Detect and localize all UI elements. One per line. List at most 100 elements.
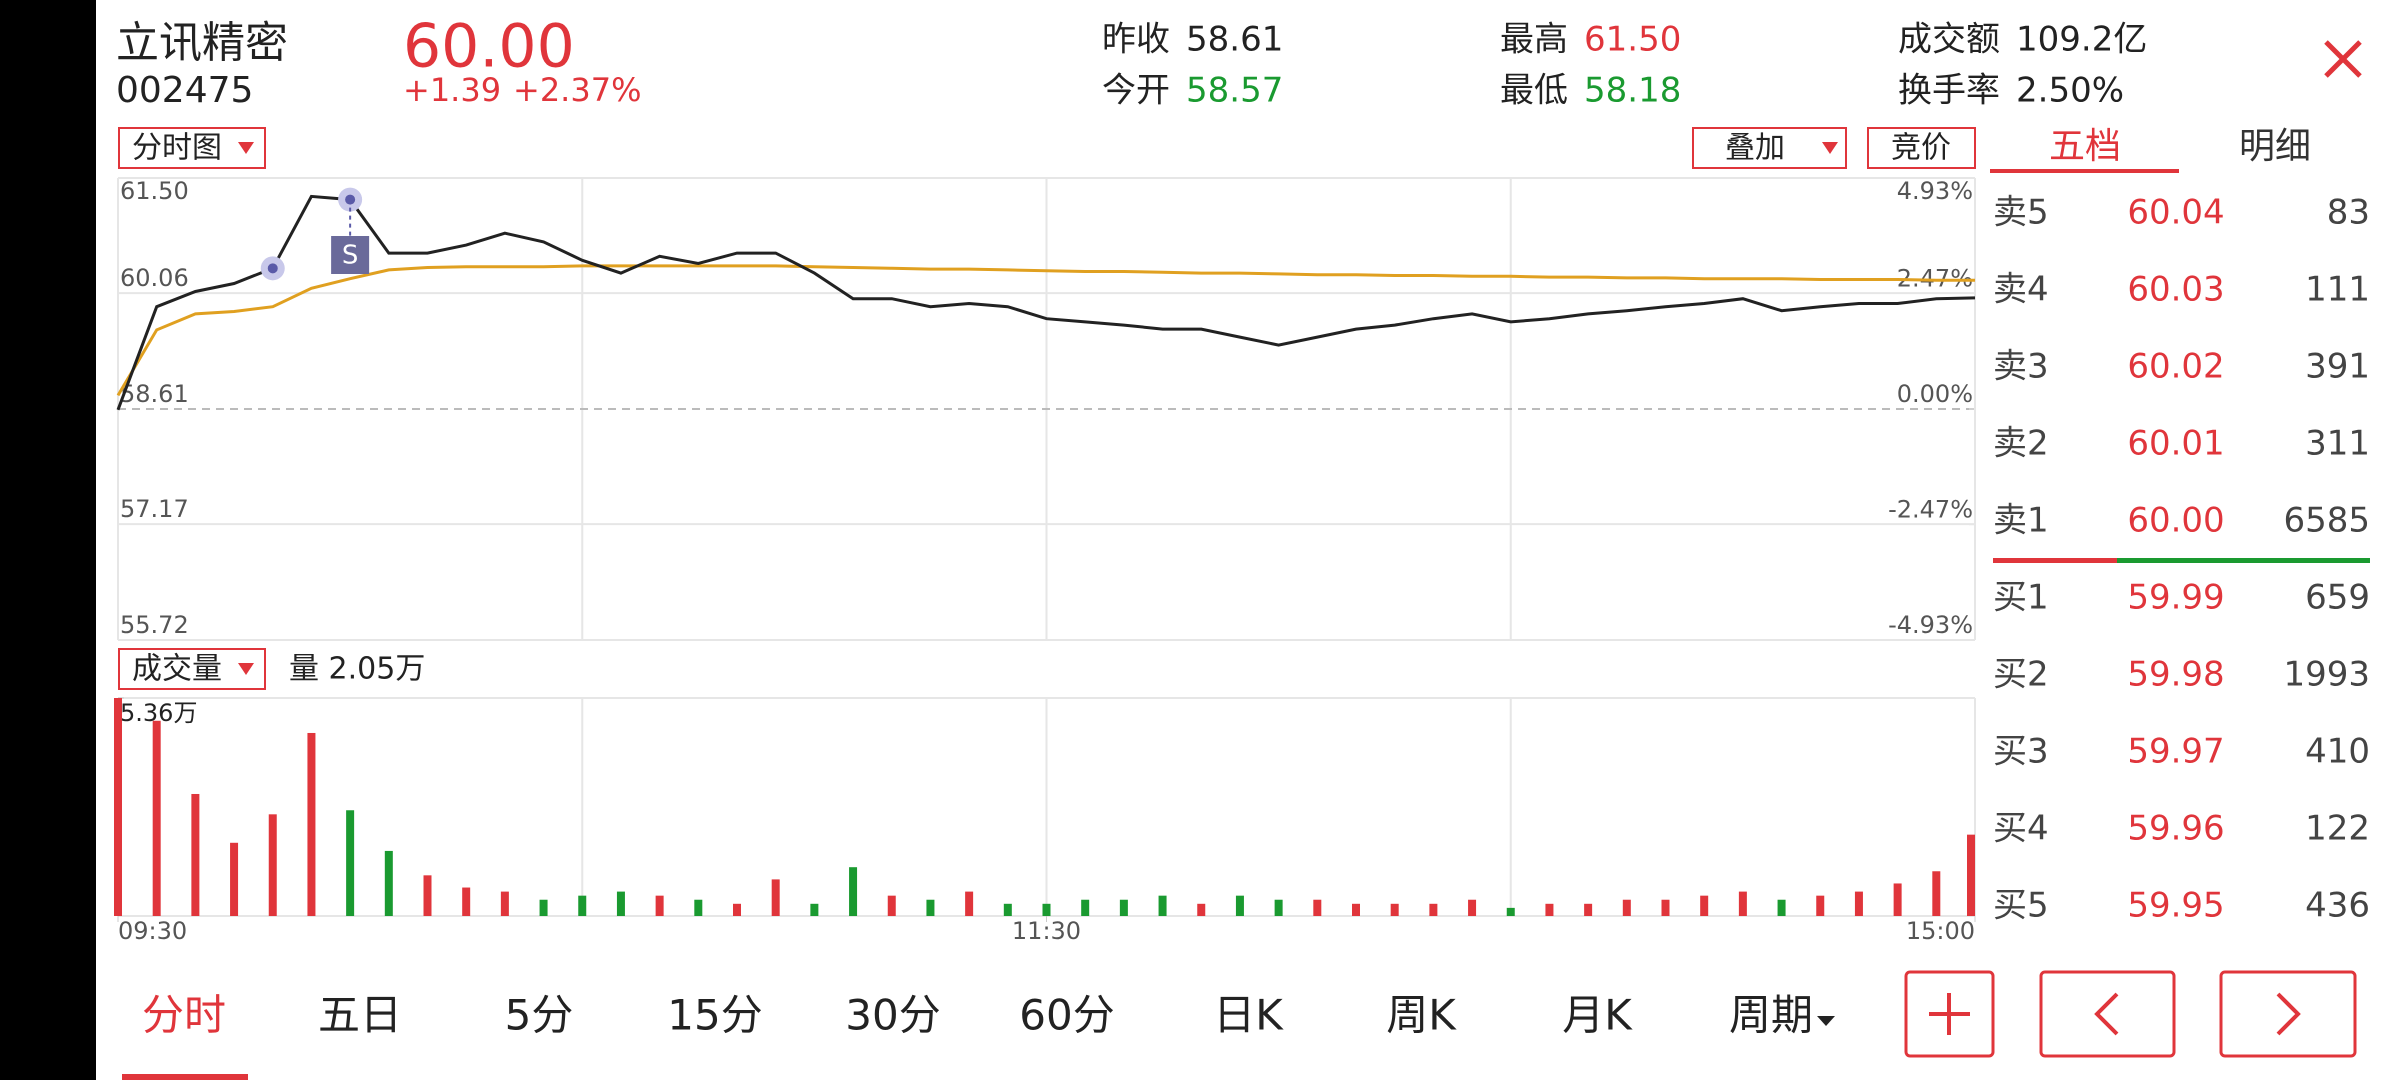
volume-bar [462, 887, 471, 916]
book-price: 59.99 [2127, 578, 2224, 618]
book-price: 59.96 [2127, 809, 2224, 849]
volume-summary: 量 2.05万 [289, 652, 425, 687]
period-tab[interactable]: 周期 [1729, 991, 1813, 1040]
book-volume: 391 [2305, 347, 2370, 387]
book-level: 买1 [1993, 578, 2049, 618]
period-tab[interactable]: 周K [1386, 991, 1457, 1040]
volume-bar [578, 895, 587, 916]
overlay-dropdown[interactable]: 叠加 [1692, 127, 1847, 169]
book-volume: 122 [2305, 809, 2370, 849]
change-pct: +2.37% [513, 71, 641, 109]
volume-bar [230, 842, 239, 916]
period-tab[interactable]: 15分 [667, 991, 762, 1040]
volume-bar [114, 698, 122, 916]
volume-bar [887, 895, 896, 916]
stat-label: 最高 [1500, 20, 1568, 60]
volume-bar [539, 899, 548, 916]
volume-bar [1506, 907, 1515, 916]
book-level: 买3 [1993, 732, 2049, 772]
volume-bar [1468, 899, 1477, 916]
period-tab[interactable]: 分时 [142, 991, 226, 1040]
book-level: 卖4 [1993, 270, 2049, 310]
next-button[interactable] [2219, 970, 2357, 1058]
price-line [116, 264, 1975, 397]
period-underline [122, 1074, 248, 1080]
chart-mode-dropdown[interactable]: 分时图 [118, 127, 266, 169]
volume-bar [268, 814, 277, 916]
side-tab[interactable]: 五档 [2049, 126, 2121, 167]
book-level: 卖1 [1993, 501, 2049, 541]
volume-bar [849, 867, 858, 916]
book-volume: 83 [2327, 193, 2370, 233]
volume-bar [1545, 903, 1554, 916]
close-button[interactable] [2324, 40, 2362, 78]
book-volume: 659 [2305, 578, 2370, 618]
volume-bar [1854, 891, 1863, 916]
volume-bar [965, 891, 974, 916]
volume-bar [1967, 834, 1975, 916]
volume-bar [1390, 903, 1399, 916]
stock-code: 002475 [116, 70, 253, 111]
book-price: 60.04 [2127, 193, 2224, 233]
stat-value: 2.50% [2016, 71, 2124, 111]
volume-bar [1932, 871, 1941, 916]
volume-bar [616, 891, 625, 916]
marker-box [331, 236, 370, 274]
volume-bar [810, 903, 819, 916]
y-tick-label: 60.06 [120, 264, 189, 292]
volume-bar [1235, 895, 1244, 916]
dropdown-box [1692, 127, 1847, 169]
stat-value: 61.50 [1584, 20, 1681, 60]
prev-button[interactable] [2039, 970, 2176, 1058]
volume-dropdown[interactable]: 成交量 [118, 648, 266, 690]
period-arrow [1817, 1016, 1836, 1026]
book-volume: 410 [2305, 732, 2370, 772]
volume-bar [1584, 903, 1593, 916]
volume-bar [1893, 883, 1902, 916]
book-level: 卖3 [1993, 347, 2049, 387]
period-tab[interactable]: 五日 [318, 991, 402, 1040]
book-price: 60.02 [2127, 347, 2224, 387]
period-tab[interactable]: 60分 [1019, 991, 1114, 1040]
add-button[interactable] [1904, 970, 1995, 1058]
volume-bar [1352, 903, 1360, 916]
volume-bar [1313, 899, 1322, 916]
volume-bar [346, 810, 355, 916]
volume-bar [307, 732, 316, 916]
stat-value: 58.57 [1186, 71, 1283, 111]
dropdown-label: 成交量 [132, 652, 222, 687]
book-divider-ask [1993, 558, 2117, 563]
dropdown-label: 叠加 [1725, 131, 1785, 166]
dropdown-label: 分时图 [132, 131, 222, 166]
book-level: 买2 [1993, 655, 2049, 695]
button-box [1867, 127, 1976, 169]
stock-name: 立讯精密 [116, 19, 288, 69]
x-tick-label: 09:30 [118, 917, 187, 945]
stat-label: 成交额 [1898, 20, 2000, 60]
volume-bar [1700, 895, 1709, 916]
volume-bar [384, 850, 393, 916]
price-line [116, 194, 1976, 411]
side-tab[interactable]: 明细 [2239, 126, 2311, 167]
volume-bar [423, 875, 432, 916]
volume-bar [1158, 895, 1167, 916]
button-box [2219, 970, 2357, 1058]
dropdown-box [118, 127, 266, 169]
volume-bar [1119, 899, 1128, 916]
period-tab[interactable]: 30分 [845, 991, 940, 1040]
period-tab[interactable]: 5分 [505, 991, 574, 1040]
book-volume: 1993 [2283, 655, 2370, 695]
book-volume: 311 [2305, 424, 2370, 464]
volume-bar [771, 879, 780, 916]
period-tab[interactable]: 月K [1562, 991, 1633, 1040]
dropdown-arrow [238, 142, 254, 154]
trade-dot [267, 263, 278, 274]
auction-button[interactable]: 竞价 [1867, 127, 1976, 169]
volume-bar [1197, 903, 1206, 916]
volume-bar [191, 793, 200, 916]
book-level: 卖2 [1993, 424, 2049, 464]
period-tab[interactable]: 日K [1213, 991, 1284, 1040]
stat-label: 最低 [1500, 71, 1568, 111]
